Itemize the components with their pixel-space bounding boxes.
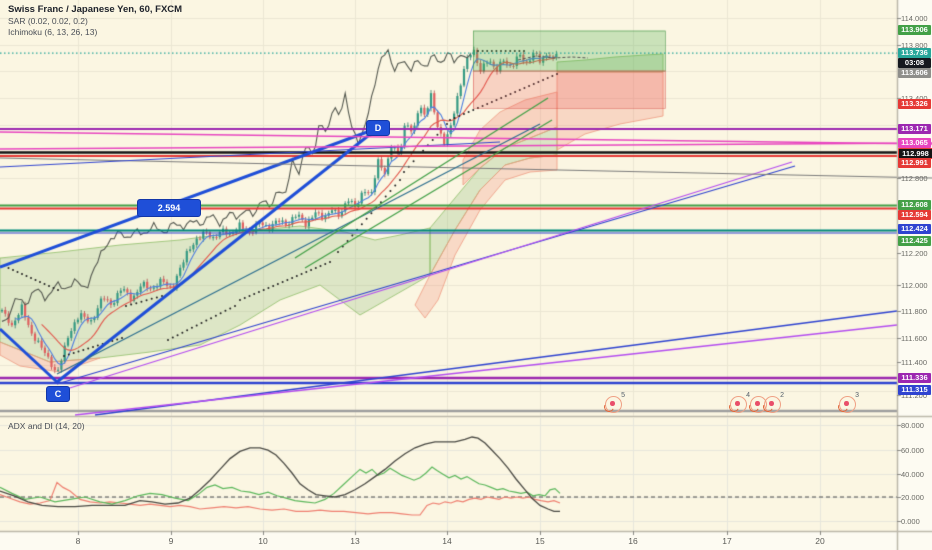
- price-badge[interactable]: 111.315: [898, 385, 931, 395]
- idea-marker-dot: [735, 401, 740, 406]
- time-label: 10: [258, 536, 268, 546]
- idea-marker-count: 3: [855, 392, 859, 399]
- idea-marker-count: 5: [621, 392, 625, 399]
- idea-marker-dot: [610, 401, 615, 406]
- price-badge[interactable]: 112.424: [898, 224, 931, 234]
- idea-marker[interactable]: 5: [602, 392, 625, 414]
- trendline-label[interactable]: C: [46, 386, 70, 402]
- idea-marker-dot: [769, 401, 774, 406]
- legend-sar[interactable]: SAR (0.02, 0.02, 0.2): [8, 16, 88, 26]
- price-tick: 111.200: [901, 391, 927, 400]
- idea-marker[interactable]: 2: [761, 392, 784, 414]
- price-tick: 113.800: [901, 41, 928, 50]
- price-tick: 113.400: [901, 94, 931, 103]
- time-label: 14: [442, 536, 452, 546]
- indicator-tick: 0.000: [901, 517, 920, 526]
- time-label: 17: [722, 536, 732, 546]
- price-badge[interactable]: 113.906: [898, 25, 931, 35]
- price-tick: 112.800: [901, 174, 928, 183]
- price-tick: 112.200: [901, 249, 928, 258]
- time-label: 16: [628, 536, 638, 546]
- trendline-label[interactable]: 2.594: [137, 199, 201, 217]
- indicator-tick: 40.000: [901, 470, 924, 479]
- indicator-tick: 60.000: [901, 446, 924, 455]
- price-badge[interactable]: 111.336: [898, 373, 931, 383]
- time-label: 15: [535, 536, 545, 546]
- price-badge[interactable]: 112.991: [898, 158, 931, 168]
- legend-ichimoku[interactable]: Ichimoku (6, 13, 26, 13): [8, 27, 98, 37]
- legend: Swiss Franc / Japanese Yen, 60, FXCM SAR…: [8, 4, 182, 38]
- price-badge[interactable]: 112.425: [898, 236, 931, 246]
- trendline-label[interactable]: D: [366, 120, 390, 136]
- price-tick: 111.600: [901, 334, 927, 343]
- idea-marker[interactable]: 4: [727, 392, 750, 414]
- idea-marker-count: 4: [746, 392, 750, 399]
- idea-marker-dot: [755, 401, 760, 406]
- indicator-tick: 20.000: [901, 493, 924, 502]
- price-badge[interactable]: 113.326: [898, 99, 931, 109]
- price-badge[interactable]: 112.594: [898, 210, 931, 220]
- time-label: 9: [168, 536, 174, 546]
- price-badge[interactable]: 113.171: [898, 124, 931, 134]
- price-badge[interactable]: 113.606: [898, 68, 931, 78]
- price-badge[interactable]: 112.608: [898, 200, 931, 210]
- idea-marker[interactable]: 3: [836, 392, 859, 414]
- indicator-tick: 80.000: [901, 421, 924, 430]
- price-tick: 112.000: [901, 281, 928, 290]
- idea-marker-dot: [844, 401, 849, 406]
- price-badge[interactable]: 03:08: [898, 58, 931, 68]
- price-badge[interactable]: 113.736: [898, 48, 931, 58]
- price-tick: 114.000: [901, 14, 928, 23]
- price-tick: 111.800: [901, 307, 927, 316]
- price-badge[interactable]: 113.065: [898, 138, 931, 148]
- time-label: 13: [350, 536, 360, 546]
- price-tick: 111.400: [901, 358, 927, 367]
- time-label: 8: [75, 536, 81, 546]
- idea-marker-count: 2: [780, 392, 784, 399]
- adx-pane-label[interactable]: ADX and DI (14, 20): [8, 421, 85, 431]
- symbol-title[interactable]: Swiss Franc / Japanese Yen, 60, FXCM: [8, 4, 183, 15]
- time-label: 20: [815, 536, 825, 546]
